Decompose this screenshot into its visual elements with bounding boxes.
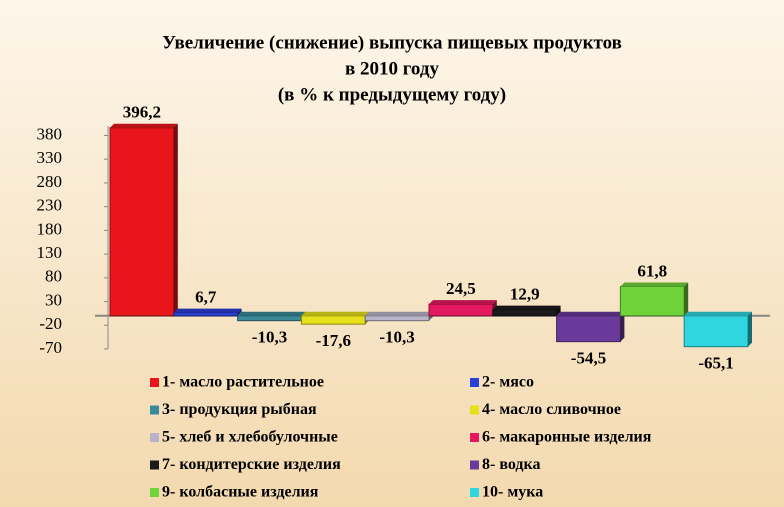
chart-subtitle: (в % к предыдущему году) xyxy=(278,84,506,105)
legend-label: 1- масло растительное xyxy=(162,374,324,391)
bar-top xyxy=(301,311,370,316)
value-label: 61,8 xyxy=(637,261,667,280)
chart-subtitle: в 2010 году xyxy=(345,58,439,79)
legend-swatch xyxy=(150,460,159,470)
bar xyxy=(364,315,430,322)
legend-swatch xyxy=(150,378,159,387)
legend-swatch xyxy=(470,488,479,497)
legend-swatch xyxy=(470,405,479,415)
bar-top xyxy=(620,282,689,287)
y-tick-label: 330 xyxy=(37,148,63,167)
legend-label: 10- мука xyxy=(482,484,543,501)
bar-top xyxy=(556,311,625,316)
value-label: -10,3 xyxy=(379,328,414,347)
bar-top xyxy=(110,123,178,128)
chart-title: Увеличение (снижение) выпуска пищевых пр… xyxy=(162,32,622,53)
legend-label: 7- кондитерские изделия xyxy=(162,456,341,473)
legend-swatch xyxy=(470,460,479,470)
legend-swatch xyxy=(470,433,479,442)
y-tick-label: 30 xyxy=(45,290,62,309)
legend-label: 9- колбасные изделия xyxy=(162,484,319,501)
bar xyxy=(428,303,494,317)
bar xyxy=(683,315,749,348)
bar-side xyxy=(237,308,242,316)
bar xyxy=(300,315,366,325)
legend-swatch xyxy=(150,488,159,497)
value-label: 6,7 xyxy=(195,288,217,307)
bar-side xyxy=(620,311,625,342)
bar-side xyxy=(556,305,561,316)
legend-label: 5- хлеб и хлебобулочные xyxy=(162,429,338,446)
bar xyxy=(109,127,175,317)
legend-label: 3- продукция рыбная xyxy=(162,401,317,418)
value-label: 12,9 xyxy=(510,285,540,304)
value-label: 396,2 xyxy=(123,103,161,122)
value-label: -17,6 xyxy=(316,331,351,350)
legend-swatch xyxy=(470,378,479,387)
bar xyxy=(619,285,685,317)
bar-top xyxy=(684,311,752,316)
bar-top xyxy=(237,311,306,316)
legend-label: 4- масло сливочное xyxy=(482,401,621,418)
legend-label: 2- мясо xyxy=(482,374,534,391)
value-label: 24,5 xyxy=(446,279,476,298)
bar-top xyxy=(365,311,433,316)
y-tick-label: 380 xyxy=(37,124,63,143)
bar-side xyxy=(684,282,689,316)
value-label: -65,1 xyxy=(698,354,733,373)
legend-label: 8- водка xyxy=(482,456,540,473)
bar xyxy=(173,312,239,317)
y-tick-label: -70 xyxy=(39,338,62,357)
value-label: -54,5 xyxy=(571,349,606,368)
bar-side xyxy=(748,311,752,347)
y-tick-label: 180 xyxy=(37,219,63,238)
value-label: -10,3 xyxy=(252,328,287,347)
legend-label: 6- макаронные изделия xyxy=(482,429,652,446)
bar xyxy=(237,315,302,322)
bar xyxy=(492,309,558,317)
y-tick-label: -20 xyxy=(39,314,62,333)
y-tick-label: 130 xyxy=(37,243,63,262)
bar xyxy=(556,315,621,343)
legend-swatch xyxy=(150,405,159,415)
bar-top xyxy=(173,308,242,313)
legend-swatch xyxy=(150,433,159,442)
bar-top xyxy=(492,305,561,310)
bar-top xyxy=(429,300,497,305)
bar-side xyxy=(173,123,178,316)
y-tick-label: 280 xyxy=(37,172,63,191)
y-tick-label: 230 xyxy=(37,196,63,215)
y-tick-label: 80 xyxy=(45,267,62,286)
